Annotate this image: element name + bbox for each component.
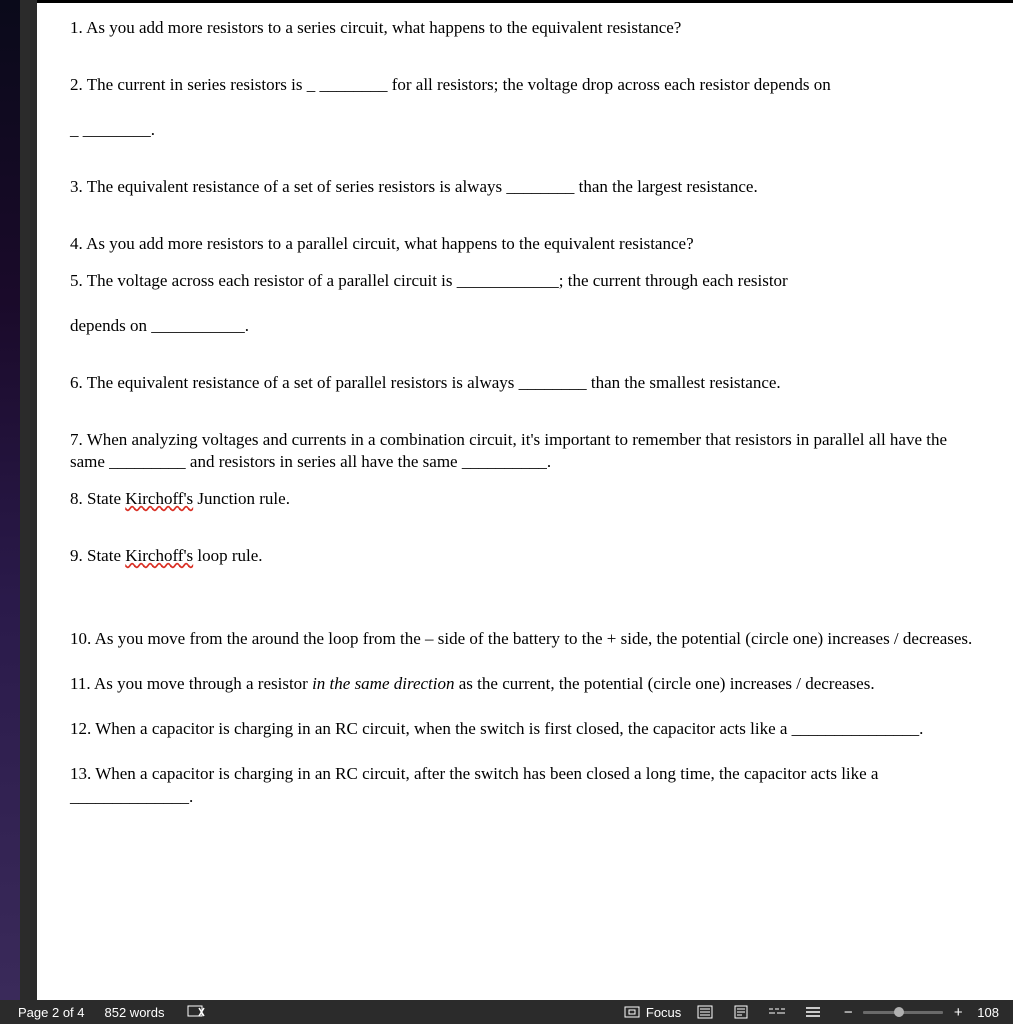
question-3: 3. The equivalent resistance of a set of… (70, 176, 985, 199)
question-11: 11. As you move through a resistor in th… (70, 673, 985, 696)
focus-icon (624, 1006, 640, 1018)
question-1: 1. As you add more resistors to a series… (70, 17, 985, 40)
question-text: 12. When a capacitor is charging in an R… (70, 719, 923, 738)
question-text: 11. As you move through a resistor in th… (70, 674, 875, 693)
question-9: 9. State Kirchoff's loop rule. (70, 545, 985, 568)
zoom-slider[interactable] (863, 1011, 943, 1014)
question-6: 6. The equivalent resistance of a set of… (70, 372, 985, 395)
document-page: 1. As you add more resistors to a series… (37, 0, 1013, 1000)
question-text: 3. The equivalent resistance of a set of… (70, 177, 758, 196)
question-13: 13. When a capacitor is charging in an R… (70, 763, 985, 809)
zoom-out-button[interactable]: − (841, 1004, 855, 1021)
zoom-slider-thumb[interactable] (894, 1007, 904, 1017)
status-left: Page 2 of 4 852 words (0, 1000, 208, 1024)
zoom-level[interactable]: 108 (977, 1005, 999, 1020)
question-5: 5. The voltage across each resistor of a… (70, 270, 985, 338)
question-text: 4. As you add more resistors to a parall… (70, 234, 694, 253)
web-layout-icon[interactable] (765, 1000, 789, 1024)
question-2: 2. The current in series resistors is _ … (70, 74, 985, 142)
print-layout-icon[interactable] (729, 1000, 753, 1024)
question-text: 6. The equivalent resistance of a set of… (70, 373, 781, 392)
question-text: 7. When analyzing voltages and currents … (70, 430, 947, 472)
spell-error: Kirchoff's (125, 489, 193, 508)
question-continuation: depends on ___________. (70, 315, 985, 338)
question-10: 10. As you move from the around the loop… (70, 628, 985, 651)
question-text: 1. As you add more resistors to a series… (70, 18, 681, 37)
italic-text: in the same direction (312, 674, 454, 693)
read-mode-icon[interactable] (693, 1000, 717, 1024)
status-right: Focus − + 108 (624, 1000, 1013, 1024)
status-bar: Page 2 of 4 852 words Focus − + 108 (0, 1000, 1013, 1024)
question-text: 8. State Kirchoff's Junction rule. (70, 489, 290, 508)
page-info[interactable]: Page 2 of 4 (18, 1005, 85, 1020)
spell-error: Kirchoff's (125, 546, 193, 565)
word-count[interactable]: 852 words (105, 1005, 165, 1020)
question-text: 5. The voltage across each resistor of a… (70, 271, 788, 290)
question-text: 13. When a capacitor is charging in an R… (70, 764, 878, 806)
page-gutter (20, 0, 37, 1000)
question-text: 2. The current in series resistors is _ … (70, 75, 831, 94)
question-8: 8. State Kirchoff's Junction rule. (70, 488, 985, 511)
window-sidebar-strip (0, 0, 20, 1000)
outline-icon[interactable] (801, 1000, 825, 1024)
focus-button[interactable]: Focus (624, 1005, 681, 1020)
question-12: 12. When a capacitor is charging in an R… (70, 718, 985, 741)
question-text: 9. State Kirchoff's loop rule. (70, 546, 263, 565)
question-7: 7. When analyzing voltages and currents … (70, 429, 985, 475)
question-continuation: _ ________. (70, 119, 985, 142)
zoom-controls: − + 108 (837, 1004, 1003, 1021)
focus-label: Focus (646, 1005, 681, 1020)
question-4: 4. As you add more resistors to a parall… (70, 233, 985, 256)
text-proofing-icon[interactable] (184, 1000, 208, 1024)
question-text: 10. As you move from the around the loop… (70, 629, 972, 648)
zoom-in-button[interactable]: + (951, 1004, 965, 1021)
document-content: 1. As you add more resistors to a series… (37, 3, 1013, 857)
